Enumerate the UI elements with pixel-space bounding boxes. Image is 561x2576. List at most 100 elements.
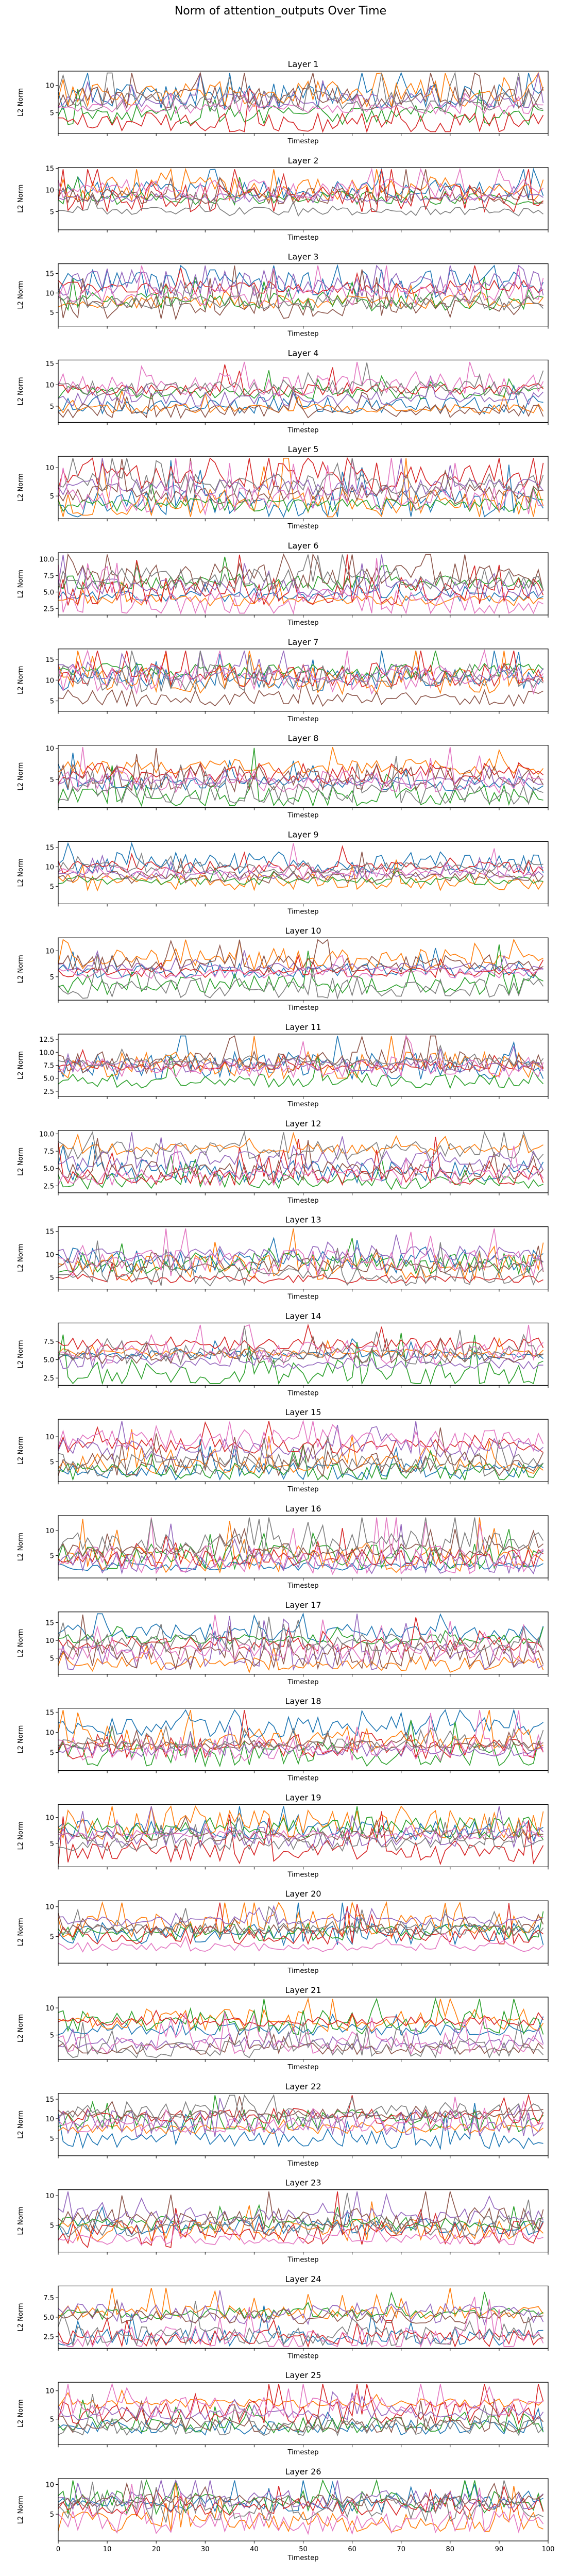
- y-tick-label: 10: [45, 290, 54, 297]
- y-tick-label: 10: [45, 745, 54, 753]
- y-axis-label: L2 Norm: [17, 858, 25, 887]
- y-tick-label: 2.5: [43, 2334, 54, 2341]
- series-group: [58, 1131, 544, 1190]
- y-tick-label: 15: [45, 271, 54, 278]
- y-tick-label: 10: [45, 1815, 54, 1822]
- y-tick-label: 15: [45, 656, 54, 664]
- y-tick-label: 15: [45, 1709, 54, 1717]
- series-line-2: [58, 1429, 543, 1475]
- series-line-5: [58, 2391, 544, 2421]
- series-line-6: [58, 2299, 543, 2324]
- series-line-4: [58, 954, 544, 978]
- x-axis-label: Timestep: [287, 1486, 319, 1493]
- series-line-4: [58, 2384, 544, 2425]
- series-line-7: [58, 1035, 544, 1078]
- y-tick-label: 5: [50, 2032, 54, 2040]
- x-axis-label: Timestep: [287, 2256, 319, 2264]
- y-tick-label: 15: [45, 360, 54, 368]
- x-tick-label: 30: [201, 2546, 210, 2553]
- y-tick-label: 10: [45, 2388, 54, 2396]
- series-line-1: [58, 168, 544, 200]
- series-line-3: [58, 1333, 543, 1385]
- y-tick-label: 5: [50, 1655, 54, 1663]
- subplot-title: Layer 10: [285, 926, 321, 936]
- series-line-6: [58, 939, 543, 974]
- series-line-7: [58, 2012, 543, 2056]
- y-axis-label: L2 Norm: [17, 2110, 25, 2139]
- subplot-layer-8: Layer 8 5 10 Timestep L2 Norm: [17, 734, 549, 820]
- y-tick-label: 7.5: [43, 1062, 54, 1070]
- series-line-2: [58, 1805, 544, 1841]
- series-group: [58, 649, 544, 708]
- subplot-layer-2: Layer 2 5 10 15 Timestep L2 Norm: [17, 156, 549, 242]
- series-line-8: [58, 1131, 544, 1161]
- series-line-7: [58, 2383, 543, 2418]
- y-tick-label: 5.0: [43, 1075, 54, 1083]
- series-line-4: [58, 2009, 544, 2027]
- subplot-layer-17: Layer 17 5 10 15 Timestep L2 Norm: [17, 1600, 549, 1686]
- series-line-8: [58, 1325, 544, 1366]
- series-line-6: [58, 1614, 544, 1671]
- series-line-4: [58, 554, 544, 607]
- subplot-title: Layer 4: [288, 348, 319, 358]
- series-line-4: [58, 2191, 544, 2249]
- x-axis-label: Timestep: [287, 1871, 319, 1879]
- series-line-5: [58, 854, 544, 880]
- x-axis-label: Timestep: [287, 1293, 319, 1301]
- series-line-1: [58, 2014, 544, 2037]
- series-line-4: [58, 1617, 544, 1652]
- y-tick-label: 10.0: [39, 1131, 54, 1139]
- subplot-layer-25: Layer 25 5 10 Timestep L2 Norm: [17, 2370, 549, 2456]
- series-line-1: [58, 2407, 544, 2436]
- y-tick-label: 10: [45, 2005, 54, 2013]
- figure-title: Norm of attention_outputs Over Time: [175, 5, 386, 18]
- series-line-8: [58, 281, 544, 311]
- series-line-3: [58, 1911, 544, 1941]
- subplot-title: Layer 25: [285, 2370, 321, 2380]
- subplot-title: Layer 6: [288, 541, 319, 551]
- series-group: [58, 2191, 544, 2249]
- series-line-3: [58, 651, 544, 679]
- x-axis-label: Timestep: [287, 1197, 319, 1205]
- subplot-title: Layer 16: [285, 1504, 321, 1514]
- y-tick-label: 5.0: [43, 1166, 54, 1173]
- series-line-2: [58, 1228, 544, 1281]
- y-tick-label: 10: [45, 1527, 54, 1535]
- x-tick-label: 40: [250, 2546, 259, 2553]
- series-group: [58, 361, 544, 419]
- subplot-layer-19: Layer 19 5 10 Timestep L2 Norm: [17, 1792, 549, 1879]
- series-line-8: [58, 1517, 544, 1557]
- y-tick-label: 5: [50, 1749, 54, 1757]
- series-line-2: [58, 2480, 543, 2533]
- subplot-title: Layer 9: [288, 829, 319, 839]
- series-group: [58, 71, 544, 134]
- y-tick-label: 5: [50, 1274, 54, 1282]
- series-line-8: [58, 362, 544, 397]
- y-tick-label: 5: [50, 2416, 54, 2424]
- y-axis-label: L2 Norm: [17, 1725, 25, 1754]
- x-axis-label: Timestep: [287, 138, 319, 145]
- series-line-8: [58, 1044, 544, 1067]
- x-axis-label: Timestep: [287, 1582, 319, 1590]
- series-line-3: [58, 2479, 544, 2516]
- y-tick-label: 5.0: [43, 589, 54, 596]
- subplot-layer-7: Layer 7 5 10 15 Timestep L2 Norm: [17, 637, 549, 723]
- series-line-3: [58, 175, 543, 206]
- y-axis-label: L2 Norm: [17, 1821, 25, 1850]
- x-axis-label: Timestep: [287, 523, 319, 530]
- y-tick-label: 10: [45, 464, 54, 472]
- y-tick-label: 2.5: [43, 1183, 54, 1190]
- series-group: [58, 553, 544, 615]
- x-tick-label: 70: [397, 2546, 405, 2553]
- subplot-layer-18: Layer 18 5 10 15 Timestep L2 Norm: [17, 1697, 549, 1783]
- x-tick-label: 60: [348, 2546, 356, 2553]
- subplot-title: Layer 18: [285, 1697, 321, 1706]
- y-axis-label: L2 Norm: [17, 281, 25, 309]
- y-axis-label: L2 Norm: [17, 2303, 25, 2331]
- series-group: [58, 1805, 544, 1866]
- x-axis-label: Timestep: [287, 1389, 319, 1397]
- series-line-7: [58, 1819, 543, 1840]
- series-line-7: [58, 168, 544, 202]
- y-tick-label: 5: [50, 110, 54, 118]
- series-group: [58, 1997, 544, 2059]
